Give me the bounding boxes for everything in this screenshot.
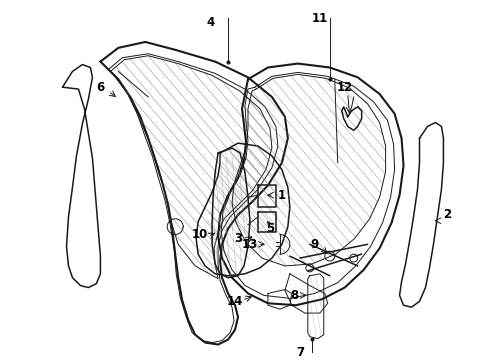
Text: 5: 5 — [266, 222, 274, 235]
Text: 3: 3 — [234, 232, 242, 245]
Text: 14: 14 — [227, 295, 243, 308]
Text: 4: 4 — [206, 16, 214, 29]
Text: 9: 9 — [311, 238, 319, 251]
Text: 7: 7 — [296, 346, 304, 359]
Text: 13: 13 — [242, 238, 258, 251]
Text: 12: 12 — [337, 81, 353, 94]
Text: 8: 8 — [291, 289, 299, 302]
Text: 6: 6 — [97, 81, 104, 94]
Text: 1: 1 — [278, 189, 286, 202]
Text: 10: 10 — [192, 228, 208, 241]
Text: 2: 2 — [443, 208, 451, 221]
Text: 11: 11 — [312, 12, 328, 25]
